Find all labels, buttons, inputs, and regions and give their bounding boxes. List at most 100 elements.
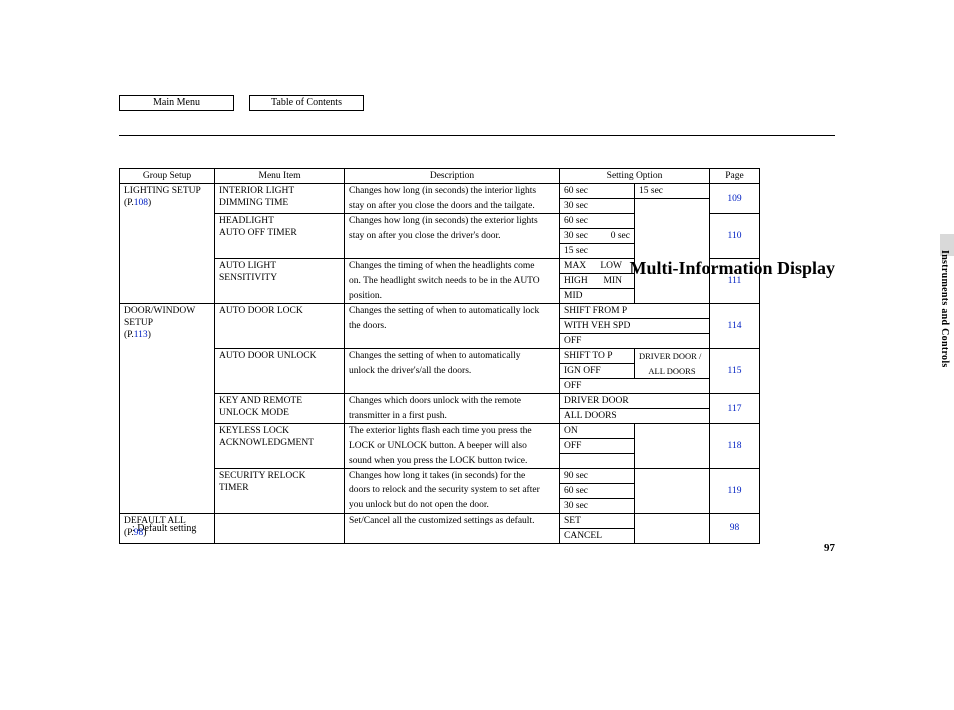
page-link-110[interactable]: 110 (728, 231, 742, 241)
page-link-98[interactable]: 98 (730, 523, 740, 533)
opt-empty (635, 513, 710, 543)
page-cell: 117 (710, 394, 760, 424)
item-line: ACKNOWLEDGMENT (219, 438, 314, 448)
settings-table: Group Setup Menu Item Description Settin… (119, 168, 759, 544)
page-link-115[interactable]: 115 (728, 366, 742, 376)
section-label: Instruments and Controls (939, 250, 950, 368)
desc-cell: Changes which doors unlock with the remo… (345, 394, 560, 409)
opt-text: MIN (604, 275, 630, 287)
opt-cell: HIGH MIN (560, 274, 635, 289)
desc-cell: sound when you press the LOCK button twi… (345, 454, 560, 469)
desc-cell: Changes how long (in seconds) the interi… (345, 184, 560, 199)
opt-cell: 30 sec (560, 199, 635, 214)
item-cell: AUTO DOOR LOCK (215, 304, 345, 349)
opt-text: MAX (564, 261, 586, 271)
desc-cell: doors to relock and the security system … (345, 483, 560, 498)
page-link-114[interactable]: 114 (728, 321, 742, 331)
page-cell: 98 (710, 513, 760, 543)
main-menu-button[interactable]: Main Menu (119, 95, 234, 111)
item-cell: AUTO DOOR UNLOCK (215, 349, 345, 394)
page-link-117[interactable]: 117 (728, 404, 742, 414)
opt-cell: OFF (560, 379, 710, 394)
page-cell: 115 (710, 349, 760, 394)
page-link-119[interactable]: 119 (728, 486, 742, 496)
opt-cell: IGN OFF (560, 364, 635, 379)
opt-text: LOW (600, 260, 630, 272)
desc-cell (345, 379, 560, 394)
table-row: AUTO DOOR UNLOCK Changes the setting of … (120, 349, 760, 364)
group-ref-suffix: ) (148, 330, 151, 340)
opt-cell: WITH VEH SPD (560, 319, 710, 334)
item-line: HEADLIGHT (219, 216, 274, 226)
opt-text: HIGH (564, 276, 588, 286)
page-cell: 118 (710, 424, 760, 469)
opt-cell: OFF (560, 439, 635, 454)
desc-cell: Changes the setting of when to automatic… (345, 304, 560, 319)
opt-cell: SHIFT TO P (560, 349, 635, 364)
item-line: KEY AND REMOTE (219, 396, 302, 406)
desc-cell (345, 528, 560, 543)
table-row: KEY AND REMOTE UNLOCK MODE Changes which… (120, 394, 760, 409)
col-group: Group Setup (120, 169, 215, 184)
opt-empty (635, 424, 710, 469)
desc-cell: Changes how long (in seconds) the exteri… (345, 214, 560, 229)
desc-cell: the doors. (345, 319, 560, 334)
item-cell: AUTO LIGHT SENSITIVITY (215, 259, 345, 304)
desc-cell (345, 244, 560, 259)
desc-cell: Changes how long it takes (in seconds) f… (345, 468, 560, 483)
desc-cell: on. The headlight switch needs to be in … (345, 274, 560, 289)
page-link-98g[interactable]: 98 (134, 528, 144, 538)
item-line: INTERIOR LIGHT (219, 186, 294, 196)
opt-cell: 60 sec (560, 214, 635, 229)
desc-cell: position. (345, 289, 560, 304)
item-cell: KEY AND REMOTE UNLOCK MODE (215, 394, 345, 424)
page-link-118[interactable]: 118 (728, 441, 742, 451)
opt-empty (635, 468, 710, 513)
title-rule: Multi-Information Display (119, 135, 835, 136)
desc-cell (345, 334, 560, 349)
table-header-row: Group Setup Menu Item Description Settin… (120, 169, 760, 184)
opt-cell: MID (560, 289, 635, 304)
item-line: SECURITY RELOCK (219, 471, 305, 481)
item-cell (215, 513, 345, 543)
opt-cell: ALL DOORS (560, 409, 710, 424)
opt-cell: 60 sec (560, 184, 635, 199)
group-cell-default: DEFAULT ALL (P.98) (120, 513, 215, 543)
item-line: DIMMING TIME (219, 198, 288, 208)
item-line: AUTO LIGHT (219, 261, 276, 271)
opt-text: 30 sec (564, 231, 588, 241)
page-link-109[interactable]: 109 (727, 194, 741, 204)
page-link-113[interactable]: 113 (134, 330, 148, 340)
page-cell: 109 (710, 184, 760, 214)
group-name: LIGHTING SETUP (124, 186, 201, 196)
table-row: LIGHTING SETUP (P.108) INTERIOR LIGHT DI… (120, 184, 760, 199)
opt-cell: 30 sec 0 sec (560, 229, 635, 244)
table-row: KEYLESS LOCK ACKNOWLEDGMENT The exterior… (120, 424, 760, 439)
opt-text: 0 sec (611, 230, 630, 242)
opt-cell: ALL DOORS (635, 364, 710, 379)
page-cell: 119 (710, 468, 760, 513)
group-ref-prefix: (P. (124, 198, 134, 208)
opt-cell: DRIVER DOOR / (635, 349, 710, 364)
opt-cell: SET (560, 513, 635, 528)
page-number: 97 (824, 542, 835, 554)
page-link-111[interactable]: 111 (728, 276, 742, 286)
group-ref-prefix: (P. (124, 330, 134, 340)
opt-empty (635, 199, 710, 304)
desc-cell: The exterior lights flash each time you … (345, 424, 560, 439)
desc-cell: you unlock but do not open the door. (345, 498, 560, 513)
toc-button[interactable]: Table of Contents (249, 95, 364, 111)
group-name2: SETUP (124, 318, 153, 328)
group-name: DEFAULT ALL (124, 516, 186, 526)
item-line: UNLOCK MODE (219, 408, 289, 418)
table-row: SECURITY RELOCK TIMER Changes how long i… (120, 468, 760, 483)
table-row: DEFAULT ALL (P.98) Set/Cancel all the cu… (120, 513, 760, 528)
item-line: SENSITIVITY (219, 273, 277, 283)
item-line: KEYLESS LOCK (219, 426, 289, 436)
page-link-108[interactable]: 108 (134, 198, 148, 208)
group-cell-door: DOOR/WINDOW SETUP (P.113) (120, 304, 215, 514)
item-line: TIMER (219, 483, 249, 493)
opt-cell: DRIVER DOOR (560, 394, 710, 409)
page-cell: 111 (710, 259, 760, 304)
item-cell: INTERIOR LIGHT DIMMING TIME (215, 184, 345, 214)
